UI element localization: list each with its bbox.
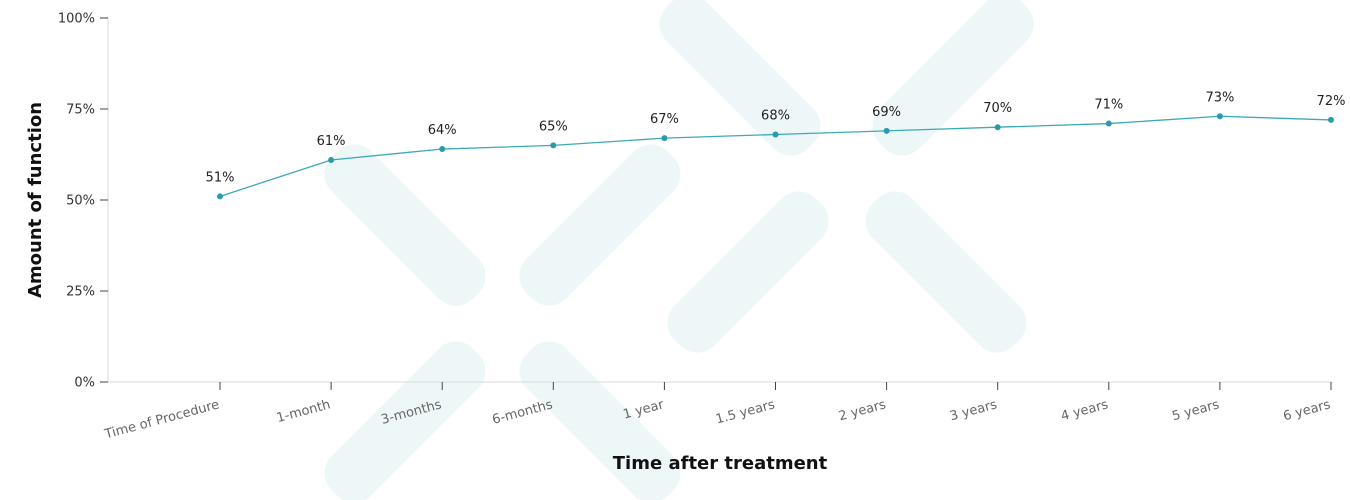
data-label: 71% (1094, 98, 1123, 113)
data-label: 64% (428, 123, 457, 138)
data-label: 51% (206, 170, 235, 185)
data-label: 72% (1317, 94, 1346, 109)
watermark-shape (519, 144, 681, 306)
x-tick-label: 2 years (837, 397, 888, 424)
y-tick-label: 0% (74, 376, 95, 391)
x-tick-label: 6 years (1282, 397, 1333, 424)
data-point (1328, 116, 1334, 123)
data-point (994, 124, 1001, 131)
data-label: 69% (872, 105, 901, 120)
data-point (883, 127, 890, 134)
watermark-shape (659, 0, 821, 156)
x-tick-label: 1.5 years (714, 397, 777, 427)
data-label: 61% (317, 134, 346, 149)
y-tick-label: 100% (58, 12, 95, 27)
x-tick-label: 5 years (1171, 397, 1222, 424)
data-label: 67% (650, 112, 679, 127)
data-point (328, 156, 335, 163)
data-label: 70% (983, 101, 1012, 116)
y-axis-title: Amount of function (25, 102, 46, 298)
data-point (439, 146, 446, 153)
x-tick-label: 1-month (275, 397, 332, 426)
data-labels: 51% 61% 64% 65% 67% 68% 69% 70% 71% 73% 72% (206, 90, 1346, 185)
y-tick-label: 75% (66, 103, 95, 118)
data-label: 65% (539, 119, 568, 134)
watermark-shape (667, 191, 829, 353)
data-label: 73% (1205, 90, 1234, 105)
y-tick-label: 50% (66, 194, 95, 209)
watermark-logo (324, 0, 1034, 500)
x-tick-label: 4 years (1059, 397, 1110, 424)
x-tick-label: Time of Procedure (102, 397, 221, 442)
series-line (217, 113, 1334, 200)
watermark-shape (865, 191, 1027, 353)
data-point (1105, 120, 1112, 127)
x-axis-title: Time after treatment (613, 453, 828, 474)
y-axis-ticks: 0% 25% 50% 75% 100% (58, 12, 108, 391)
x-tick-label: 6-months (491, 397, 555, 428)
data-point (661, 135, 668, 142)
watermark-shape (872, 0, 1034, 156)
x-tick-label: 1 year (622, 397, 667, 422)
data-label: 68% (761, 108, 790, 123)
x-axis-ticks: Time of Procedure 1-month 3-months 6-months… (102, 382, 1332, 443)
data-point (772, 131, 779, 138)
x-tick-label: 3 years (948, 397, 999, 424)
data-point (550, 142, 557, 149)
data-point (217, 193, 223, 200)
y-tick-label: 25% (66, 285, 95, 300)
data-point (1216, 113, 1223, 120)
watermark-shape (324, 144, 486, 306)
